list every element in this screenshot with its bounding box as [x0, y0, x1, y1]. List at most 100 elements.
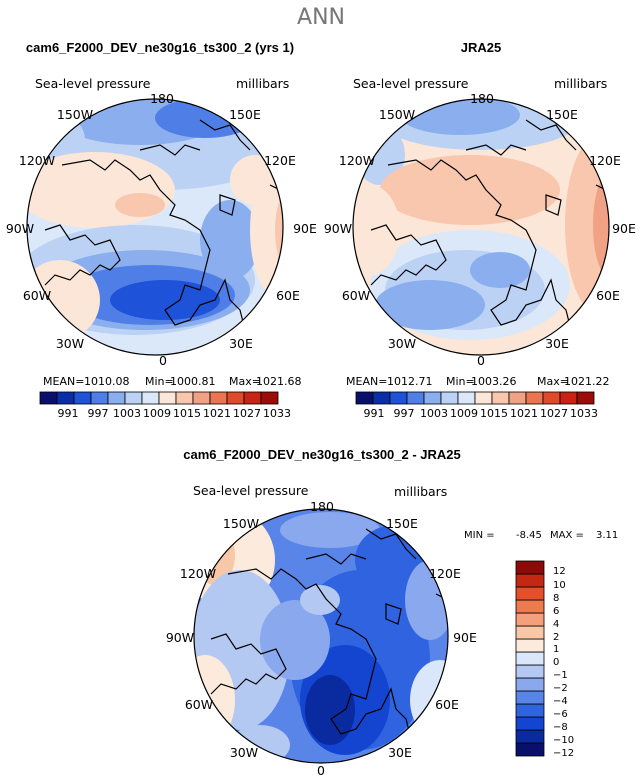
lon-label: 90W	[6, 221, 34, 236]
colorbar-tick-label: 1021	[203, 407, 231, 420]
units-label: millibars	[394, 484, 447, 499]
colorbar-tick-label: 1003	[420, 407, 448, 420]
panel-title: cam6_F2000_DEV_ne30g16_ts300_2 - JRA25	[183, 447, 461, 462]
lon-label: 30W	[388, 336, 416, 351]
colorbar-tick-label: 0	[553, 657, 559, 668]
min-label: Min=	[145, 375, 174, 388]
colorbar-tick-label: 1009	[450, 407, 478, 420]
colorbar-tick-label: 991	[364, 407, 385, 420]
max-label: Max=	[537, 375, 569, 388]
max-value: 1021.22	[564, 375, 610, 388]
min-value: 1000.81	[170, 375, 216, 388]
stats-line: MEAN= 1012.71 Min= 1003.26 Max= 1021.22	[346, 375, 610, 388]
colorbar	[355, 391, 595, 405]
lon-label: 150W	[379, 107, 415, 122]
colorbar-tick-label: −12	[553, 748, 574, 759]
colorbar-tick-label: 1009	[143, 407, 171, 420]
lon-label: 60E	[435, 697, 459, 712]
colorbar-swatch	[355, 391, 374, 405]
colorbar-swatch	[474, 391, 493, 405]
colorbar-tick-label: 997	[394, 407, 415, 420]
lon-label: 120E	[264, 153, 296, 168]
max-value: 3.11	[596, 530, 618, 541]
colorbar-swatch	[559, 391, 578, 405]
max-value: 1021.68	[256, 375, 302, 388]
contour-fill	[27, 99, 283, 355]
colorbar-tick-label: 997	[88, 407, 109, 420]
mean-value: 1012.71	[387, 375, 433, 388]
colorbar-tick-label: 8	[553, 593, 559, 604]
colorbar-tick-label: 1	[553, 644, 559, 655]
panel-obs: JRA25 Sea-level pressure millibars	[324, 40, 636, 420]
colorbar-tick-label: −4	[553, 696, 568, 707]
colorbar-swatch	[372, 391, 391, 405]
lon-label: 90E	[293, 221, 317, 236]
colorbar-swatch	[515, 599, 545, 614]
page-title: ANN	[297, 5, 345, 30]
map-boundary	[26, 98, 284, 356]
longitude-labels: 180 150E 120E 90E 60E 30E 0 30W 60W 90W …	[6, 91, 317, 368]
map-boundary	[193, 508, 449, 764]
colorbar-swatch	[525, 391, 544, 405]
colorbar-swatch	[107, 391, 126, 405]
lon-label: 120E	[429, 566, 461, 581]
colorbar-swatch	[542, 391, 561, 405]
lon-label: 0	[477, 353, 485, 368]
colorbar-tick-label: 1027	[540, 407, 568, 420]
colorbar-swatch	[73, 391, 92, 405]
colorbar-tick-label: 12	[553, 566, 566, 577]
colorbar-tick-label: 6	[553, 606, 559, 617]
colorbar-swatch	[243, 391, 262, 405]
colorbar-swatch	[515, 664, 545, 679]
lon-label: 30W	[230, 745, 258, 760]
colorbar-tick-label: 1027	[233, 407, 261, 420]
lon-label: 30E	[545, 336, 569, 351]
colorbar-swatch	[141, 391, 160, 405]
colorbar-swatch	[491, 391, 510, 405]
max-label: Max=	[229, 375, 261, 388]
lon-label: 150E	[386, 516, 418, 531]
colorbar-swatch	[515, 638, 545, 653]
colorbar-swatch	[389, 391, 408, 405]
lon-label: 120W	[19, 153, 55, 168]
colorbar-swatch	[515, 651, 545, 666]
max-label: MAX =	[550, 530, 584, 541]
colorbar	[39, 391, 279, 405]
colorbar-tick-label: −6	[553, 709, 568, 720]
min-label: MIN =	[464, 530, 495, 541]
units-label: millibars	[554, 76, 607, 91]
panel-title: JRA25	[461, 40, 501, 55]
colorbar-tick-label: −2	[553, 683, 568, 694]
colorbar-swatch	[124, 391, 143, 405]
longitude-labels: 180 150E 120E 90E 60E 30E 0 30W 60W 90W …	[166, 499, 477, 778]
mean-label: MEAN=	[346, 375, 387, 388]
contour-fill	[194, 509, 448, 763]
stats-line: MIN = -8.45 MAX = 3.11	[464, 530, 618, 541]
units-label: millibars	[236, 76, 289, 91]
colorbar-swatch	[440, 391, 459, 405]
colorbar-swatch	[515, 690, 545, 705]
colorbar-swatch	[515, 625, 545, 640]
colorbar-tick-label: 1021	[510, 407, 538, 420]
colorbar-swatch	[457, 391, 476, 405]
lon-label: 60W	[23, 288, 51, 303]
min-label: Min=	[446, 375, 475, 388]
lon-label: 30E	[229, 336, 253, 351]
colorbar-tick-label: 10	[553, 580, 566, 591]
colorbar-labels: 991 997 1003 1009 1015 1021 1027 1033	[58, 407, 292, 420]
colorbar-swatch	[515, 742, 545, 757]
lon-label: 150W	[57, 107, 93, 122]
lon-label: 120W	[180, 566, 216, 581]
lon-label: 120W	[339, 153, 375, 168]
mean-value: 1010.08	[84, 375, 130, 388]
colorbar-tick-label: 1033	[570, 407, 598, 420]
colorbar-tick-label: 2	[553, 632, 559, 643]
colorbar-swatch	[515, 586, 545, 601]
min-value: 1003.26	[471, 375, 517, 388]
colorbar-tick-label: −8	[553, 722, 568, 733]
colorbar-swatch	[260, 391, 279, 405]
coastlines	[370, 119, 609, 331]
lon-label: 180	[150, 91, 174, 106]
lon-label: 60W	[185, 697, 213, 712]
colorbar-swatch	[158, 391, 177, 405]
